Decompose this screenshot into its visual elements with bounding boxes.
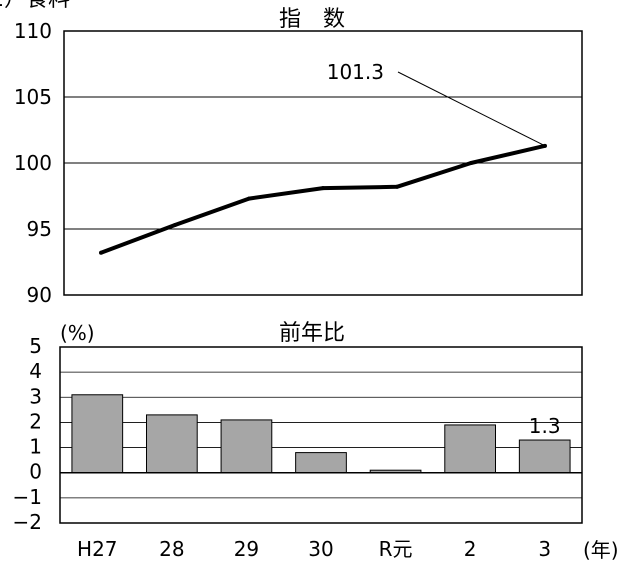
bar-y-tick-label: 2 [29, 409, 42, 433]
bar-y-tick-label: −2 [13, 510, 42, 534]
bar-y-tick-label: 5 [29, 334, 42, 358]
clipped-heading: 1）食料 [0, 0, 70, 12]
bar [295, 452, 347, 474]
bar-y-tick-label: −1 [13, 485, 42, 509]
line-chart-y-ticks: 90 95 100 105 110 [14, 19, 52, 307]
x-tick-label: 29 [234, 537, 259, 561]
line-y-tick-label: 90 [27, 283, 52, 307]
bar-series [71, 394, 571, 474]
line-point [173, 223, 177, 228]
bar-data-label: 1.3 [529, 414, 561, 438]
bar [444, 424, 496, 474]
x-tick-label: 30 [308, 537, 333, 561]
line-point [321, 186, 325, 191]
bar-chart-plot-area [59, 346, 583, 524]
line-point [99, 250, 103, 255]
line-point [247, 196, 251, 201]
x-tick-label: H27 [77, 537, 118, 561]
x-tick-label: 2 [464, 537, 477, 561]
bar-y-tick-label: 4 [29, 359, 42, 383]
bar-y-tick-label: 1 [29, 435, 42, 459]
bar [518, 439, 571, 474]
line-point [543, 143, 547, 148]
bar-chart-y-unit: (%) [60, 321, 95, 345]
line-chart-plot-area [63, 30, 583, 296]
line-y-tick-label: 100 [14, 151, 52, 175]
line-annotation-label: 101.3 [327, 60, 384, 84]
line-y-tick-label: 95 [27, 217, 52, 241]
line-series [100, 143, 546, 255]
line-chart-gridlines [64, 96, 582, 230]
bar-chart-x-ticks: H27 28 29 30 R元 2 3 [77, 537, 551, 561]
line-point [395, 184, 399, 189]
bar-chart-gridlines [60, 371, 582, 499]
x-tick-label: 3 [538, 537, 551, 561]
x-tick-label: 28 [159, 537, 184, 561]
line-point [469, 161, 473, 165]
x-tick-label: R元 [379, 537, 413, 561]
line-y-tick-label: 110 [14, 19, 52, 43]
line-y-tick-label: 105 [14, 85, 52, 109]
bar [71, 394, 124, 474]
x-axis-unit: (年) [583, 538, 619, 562]
bar-y-tick-label: 3 [29, 384, 42, 408]
annotation-leader-line [397, 71, 546, 147]
bar-y-tick-label: 0 [29, 460, 42, 484]
bar-chart-title: 前年比 [279, 321, 345, 346]
line-chart-title: 指 数 [279, 7, 345, 32]
bar [220, 419, 273, 474]
bar [146, 414, 198, 474]
line-points [99, 143, 547, 255]
